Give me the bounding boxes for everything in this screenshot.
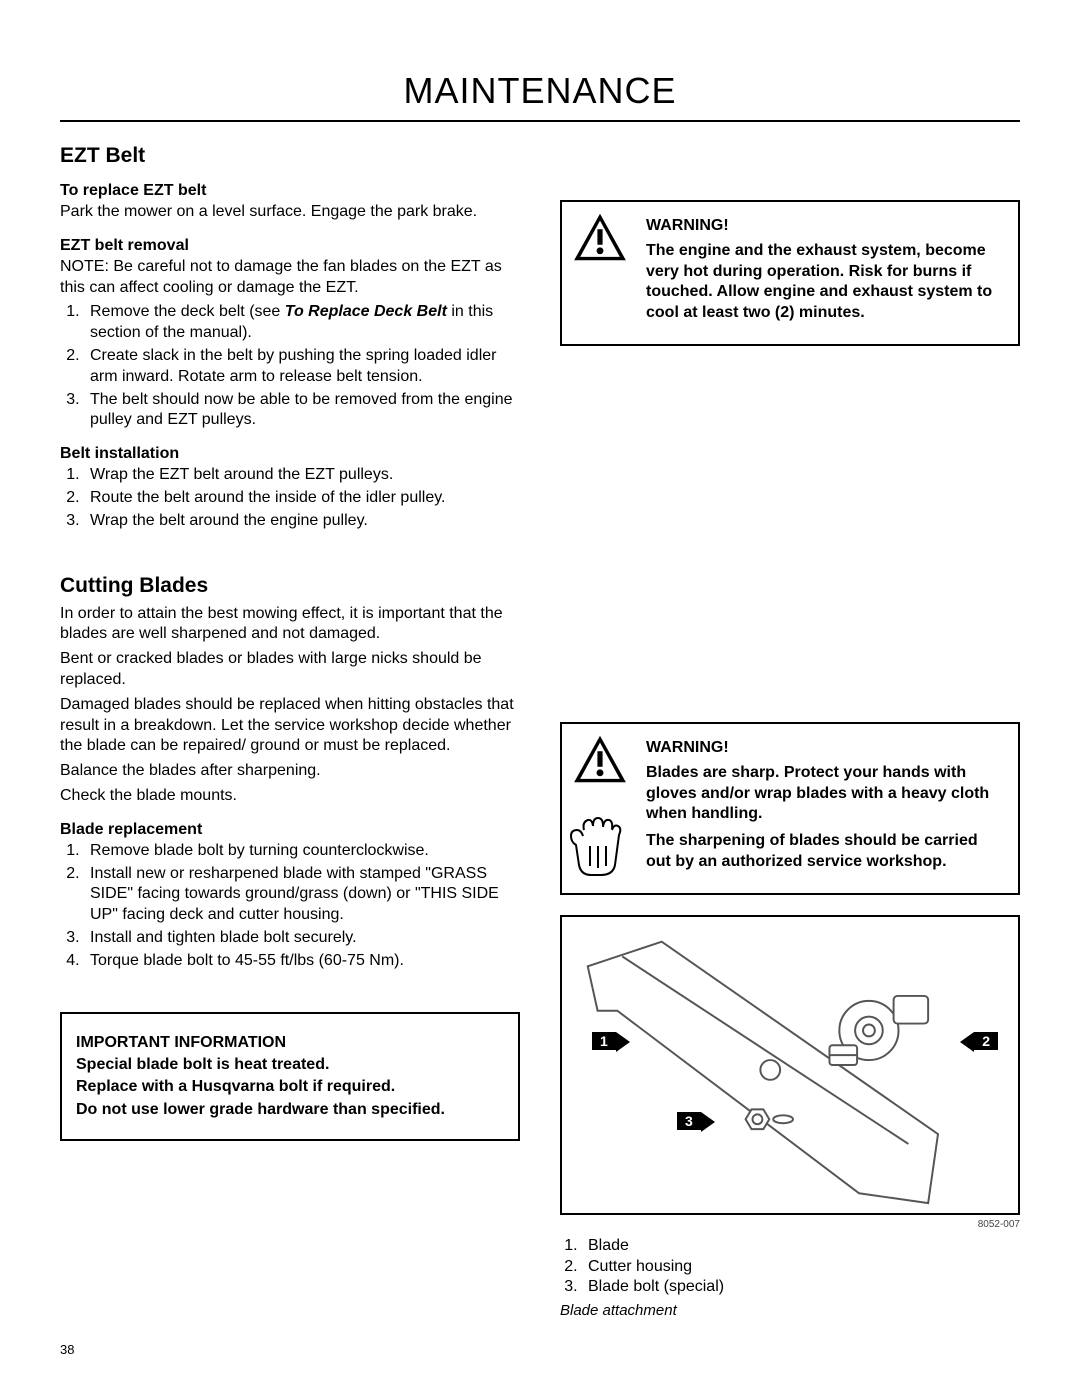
figure-legend: Blade Cutter housing Blade bolt (special… (560, 1236, 1020, 1298)
warning-callout-engine: WARNING! The engine and the exhaust syst… (560, 200, 1020, 346)
blades-para: In order to attain the best mowing effec… (60, 604, 520, 646)
legend-item: Blade bolt (special) (582, 1277, 1020, 1298)
blades-para: Bent or cracked blades or blades with la… (60, 649, 520, 691)
list-item: Torque blade bolt to 45-55 ft/lbs (60-75… (84, 951, 520, 972)
legend-item: Cutter housing (582, 1257, 1020, 1278)
blades-para: Check the blade mounts. (60, 786, 520, 807)
gloves-icon (570, 816, 628, 885)
figure-code: 8052-007 (560, 1219, 1020, 1230)
warning-text: The engine and the exhaust system, becom… (646, 241, 1004, 324)
figure-caption: Blade attachment (560, 1302, 1020, 1319)
list-item: The belt should now be able to be remove… (84, 390, 520, 432)
warning-label: WARNING! (646, 216, 1004, 237)
list-item: Create slack in the belt by pushing the … (84, 346, 520, 388)
warning-text: Blades are sharp. Protect your hands wit… (646, 763, 1004, 825)
ezt-heading: EZT Belt (60, 144, 520, 168)
important-heading: IMPORTANT INFORMATION (76, 1034, 286, 1051)
belt-install-steps: Wrap the EZT belt around the EZT pulleys… (60, 465, 520, 531)
blade-replace-steps: Remove blade bolt by turning countercloc… (60, 841, 520, 972)
blade-diagram (562, 917, 1018, 1213)
ezt-removal-steps: Remove the deck belt (see To Replace Dec… (60, 302, 520, 431)
blade-replace-heading: Blade replacement (60, 821, 520, 839)
blades-para: Damaged blades should be replaced when h… (60, 695, 520, 757)
figure-label-3: 3 (677, 1112, 701, 1130)
warning-callout-blades: WARNING! Blades are sharp. Protect your … (560, 722, 1020, 895)
replace-ezt-heading: To replace EZT belt (60, 182, 520, 200)
list-item: Route the belt around the inside of the … (84, 488, 520, 509)
list-item: Wrap the EZT belt around the EZT pulleys… (84, 465, 520, 486)
page-number: 38 (60, 1342, 74, 1357)
important-callout: IMPORTANT INFORMATION Special blade bolt… (60, 1012, 520, 1142)
list-item: Install new or resharpened blade with st… (84, 864, 520, 926)
important-line: Replace with a Husqvarna bolt if require… (76, 1078, 395, 1095)
warning-icon (572, 734, 628, 789)
figure-label-1: 1 (592, 1032, 616, 1050)
figure-label-2: 2 (974, 1032, 998, 1050)
legend-item: Blade (582, 1236, 1020, 1257)
warning-icon (572, 212, 628, 267)
ezt-removal-note: NOTE: Be careful not to damage the fan b… (60, 257, 520, 299)
blade-figure: 1 2 3 (560, 915, 1020, 1215)
warning-label: WARNING! (646, 738, 1004, 759)
right-column: WARNING! The engine and the exhaust syst… (560, 144, 1020, 1319)
important-line: Do not use lower grade hardware than spe… (76, 1101, 445, 1118)
two-column-layout: EZT Belt To replace EZT belt Park the mo… (60, 144, 1020, 1319)
xref-replace-deck-belt: To Replace Deck Belt (285, 303, 447, 320)
left-column: EZT Belt To replace EZT belt Park the mo… (60, 144, 520, 1319)
warning-text: The sharpening of blades should be carri… (646, 831, 1004, 873)
list-item: Install and tighten blade bolt securely. (84, 928, 520, 949)
page-title: MAINTENANCE (60, 70, 1020, 122)
list-item: Remove blade bolt by turning countercloc… (84, 841, 520, 862)
blades-heading: Cutting Blades (60, 574, 520, 598)
list-item: Remove the deck belt (see To Replace Dec… (84, 302, 520, 344)
blades-para: Balance the blades after sharpening. (60, 761, 520, 782)
important-line: Special blade bolt is heat treated. (76, 1056, 329, 1073)
list-item: Wrap the belt around the engine pulley. (84, 511, 520, 532)
replace-ezt-para: Park the mower on a level surface. Engag… (60, 202, 520, 223)
ezt-removal-heading: EZT belt removal (60, 237, 520, 255)
belt-install-heading: Belt installation (60, 445, 520, 463)
